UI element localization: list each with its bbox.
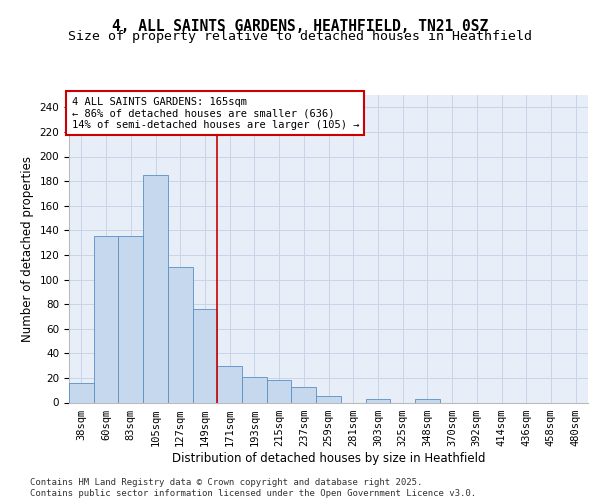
Text: 4, ALL SAINTS GARDENS, HEATHFIELD, TN21 0SZ: 4, ALL SAINTS GARDENS, HEATHFIELD, TN21 … [112,19,488,34]
Bar [365,399,390,402]
Bar [118,236,143,402]
Bar [316,396,341,402]
Bar [217,366,242,403]
Bar [94,236,118,402]
Text: Contains HM Land Registry data © Crown copyright and database right 2025.
Contai: Contains HM Land Registry data © Crown c… [30,478,476,498]
Bar [292,386,316,402]
Bar [193,309,217,402]
Bar [168,267,193,402]
Text: Size of property relative to detached houses in Heathfield: Size of property relative to detached ho… [68,30,532,43]
Bar [143,175,168,402]
Bar [267,380,292,402]
Text: 4 ALL SAINTS GARDENS: 165sqm
← 86% of detached houses are smaller (636)
14% of s: 4 ALL SAINTS GARDENS: 165sqm ← 86% of de… [71,96,359,130]
X-axis label: Distribution of detached houses by size in Heathfield: Distribution of detached houses by size … [172,452,485,465]
Bar [242,376,267,402]
Bar [69,383,94,402]
Y-axis label: Number of detached properties: Number of detached properties [21,156,34,342]
Bar [415,399,440,402]
